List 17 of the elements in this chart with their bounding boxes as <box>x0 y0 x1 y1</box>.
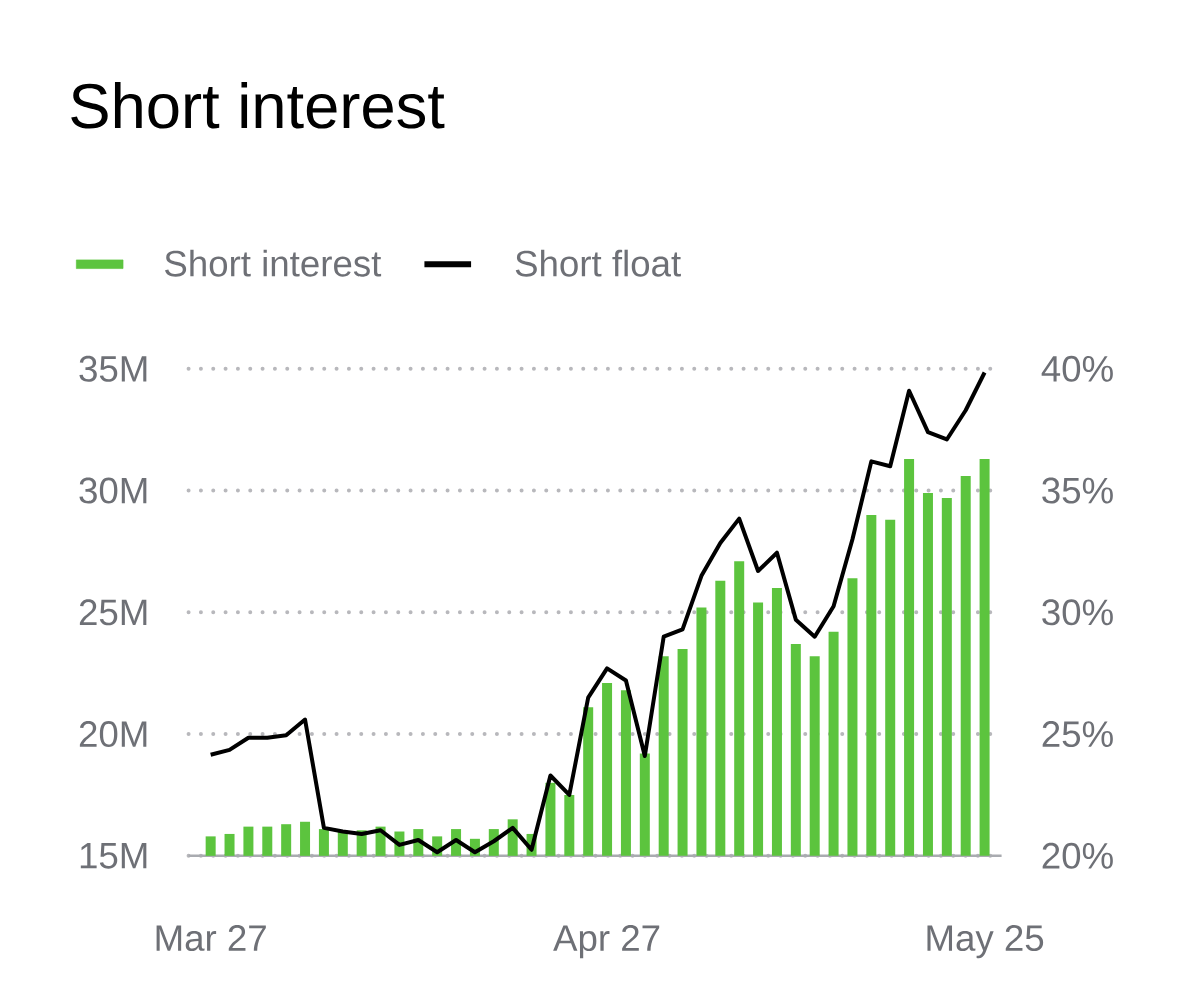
y-tick-label: 35M <box>79 355 147 382</box>
y2-tick-label: 25% <box>1042 721 1113 748</box>
y2-tick-label: 20% <box>1042 842 1113 869</box>
x-tick-label: Apr 27 <box>553 925 660 959</box>
x-tick-label: May 25 <box>927 925 1044 959</box>
line-series <box>208 370 987 855</box>
y-tick-label: 25M <box>79 599 147 626</box>
legend-label: Short float <box>515 249 681 277</box>
y2-tick-label: 30% <box>1042 599 1113 626</box>
y-tick-label: 20M <box>79 721 147 748</box>
y-tick-label: 15M <box>80 843 147 869</box>
chart-title: Short interest <box>71 82 445 129</box>
y2-tick-label: 40% <box>1041 355 1113 382</box>
x-tick-label: Mar 27 <box>156 925 266 952</box>
legend-label: Short interest <box>165 249 382 277</box>
y2-tick-label: 35% <box>1042 477 1113 504</box>
y-tick-label: 30M <box>79 477 147 504</box>
